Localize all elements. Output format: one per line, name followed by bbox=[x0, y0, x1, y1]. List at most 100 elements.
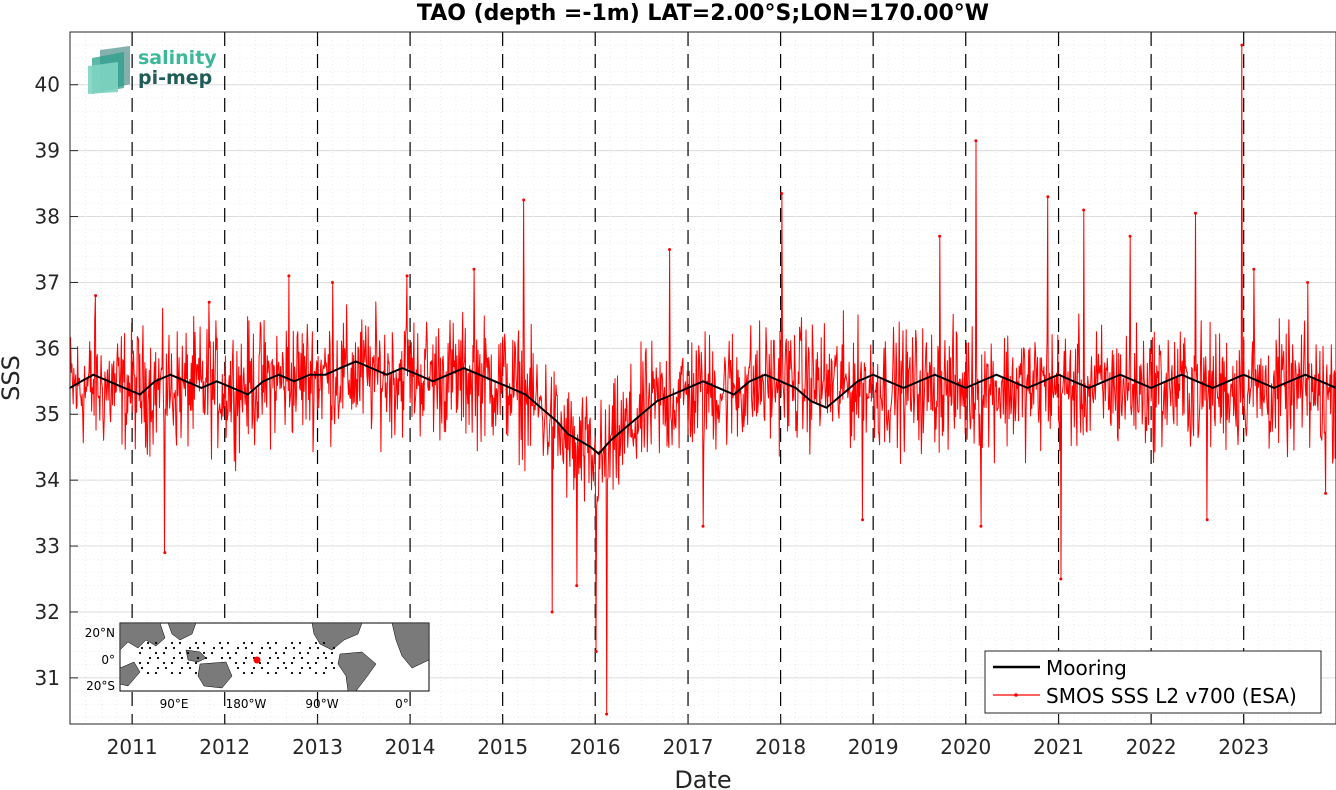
inset-mooring-dot bbox=[162, 661, 166, 665]
mooring-point bbox=[1242, 373, 1245, 376]
mooring-point bbox=[1288, 380, 1291, 383]
mooring-point bbox=[625, 426, 627, 429]
y-tick-label: 38 bbox=[35, 205, 60, 229]
inset-mooring-dot bbox=[164, 646, 168, 650]
inset-mooring-dot bbox=[276, 666, 280, 670]
inset-lon-label-180w: 180°W bbox=[226, 697, 267, 711]
mooring-point bbox=[964, 386, 967, 389]
inset-mooring-dot bbox=[308, 646, 312, 650]
mooring-point bbox=[810, 400, 812, 402]
smos-extreme-point bbox=[163, 551, 167, 555]
inset-mooring-dot bbox=[226, 641, 230, 645]
smos-extreme-point bbox=[1252, 267, 1256, 271]
y-tick-label: 33 bbox=[35, 534, 60, 558]
inset-mooring-dot bbox=[298, 641, 302, 645]
y-tick-label: 40 bbox=[35, 73, 60, 97]
inset-mooring-dot bbox=[268, 646, 272, 650]
mooring-point bbox=[748, 380, 751, 383]
mooring-point bbox=[1042, 380, 1044, 383]
inset-selected-mooring-marker bbox=[253, 656, 261, 664]
inset-mooring-dot bbox=[322, 651, 326, 655]
inset-mooring-dot bbox=[156, 666, 160, 670]
mooring-point bbox=[1057, 373, 1060, 376]
inset-mooring-dot bbox=[234, 661, 238, 665]
mooring-point bbox=[1180, 373, 1183, 376]
smos-extreme-point bbox=[1059, 577, 1063, 581]
inset-mooring-dot bbox=[202, 651, 206, 655]
mooring-point bbox=[733, 393, 735, 396]
inset-mooring-dot bbox=[194, 671, 198, 675]
mooring-point bbox=[184, 380, 187, 383]
mooring-point bbox=[540, 406, 542, 409]
x-tick-label: 2022 bbox=[1126, 735, 1177, 759]
mooring-point bbox=[447, 373, 450, 376]
y-tick-label: 31 bbox=[35, 666, 60, 690]
mooring-point bbox=[139, 393, 141, 396]
smos-extreme-point bbox=[701, 524, 705, 528]
y-tick-label: 39 bbox=[35, 139, 60, 163]
mooring-point bbox=[493, 380, 496, 383]
smos-extreme-point bbox=[974, 139, 978, 143]
mooring-point bbox=[1273, 386, 1276, 389]
inset-mooring-dot bbox=[308, 666, 312, 670]
inset-mooring-dot bbox=[146, 641, 150, 645]
inset-mooring-dot bbox=[196, 646, 200, 650]
inset-mooring-dot bbox=[242, 661, 246, 665]
inset-mooring-dot bbox=[236, 646, 240, 650]
mooring-point bbox=[293, 380, 296, 383]
mooring-point bbox=[1088, 386, 1090, 389]
inset-mooring-dot bbox=[220, 646, 224, 650]
x-tick-label: 2020 bbox=[940, 735, 991, 759]
mooring-point bbox=[324, 373, 327, 376]
inset-mooring-dot bbox=[300, 656, 304, 660]
inset-mooring-dot bbox=[140, 666, 144, 670]
smos-extreme-point bbox=[575, 584, 579, 588]
inset-lon-label-90e: 90°E bbox=[160, 697, 189, 711]
mooring-point bbox=[555, 419, 558, 422]
mooring-point bbox=[779, 380, 782, 383]
inset-mooring-dot bbox=[322, 641, 326, 645]
mooring-point bbox=[354, 360, 357, 363]
x-tick-label: 2011 bbox=[107, 735, 158, 759]
inset-mooring-dot bbox=[316, 646, 320, 650]
inset-mooring-dot bbox=[290, 671, 294, 675]
y-tick-label: 34 bbox=[35, 468, 60, 492]
inset-mooring-dot bbox=[170, 641, 174, 645]
y-axis-label: SSS bbox=[0, 355, 25, 401]
inset-mooring-dot bbox=[140, 646, 144, 650]
inset-mooring-dot bbox=[250, 641, 254, 645]
inset-lon-label-90w: 90°W bbox=[305, 697, 338, 711]
mooring-point bbox=[1103, 380, 1106, 383]
inset-mooring-dot bbox=[298, 671, 302, 675]
inset-mooring-dot bbox=[266, 641, 270, 645]
inset-mooring-dot bbox=[258, 651, 262, 655]
inset-mooring-dot bbox=[170, 671, 174, 675]
smos-extreme-point bbox=[1046, 195, 1050, 199]
inset-mooring-dot bbox=[138, 651, 142, 655]
mooring-point bbox=[656, 400, 658, 402]
mooring-point bbox=[169, 373, 172, 376]
inset-mooring-dot bbox=[186, 661, 190, 665]
mooring-point bbox=[401, 367, 404, 370]
inset-mooring-dot bbox=[244, 656, 248, 660]
inset-mooring-dot bbox=[172, 656, 176, 660]
mooring-point bbox=[609, 439, 612, 442]
mooring-point bbox=[370, 367, 373, 370]
smos-extreme-point bbox=[550, 610, 554, 614]
legend-label-mooring: Mooring bbox=[1046, 656, 1127, 680]
smos-extreme-point bbox=[1306, 280, 1310, 284]
mooring-point bbox=[123, 386, 126, 389]
x-tick-label: 2023 bbox=[1218, 735, 1269, 759]
mooring-point bbox=[872, 373, 875, 376]
inset-mooring-dot bbox=[244, 646, 248, 650]
smos-extreme-point bbox=[287, 274, 291, 278]
inset-land-south-america bbox=[337, 651, 377, 692]
inset-land-australia bbox=[197, 661, 233, 689]
inset-mooring-dot bbox=[212, 646, 216, 650]
inset-mooring-dot bbox=[250, 651, 254, 655]
x-tick-label: 2014 bbox=[385, 735, 436, 759]
x-tick-label: 2013 bbox=[292, 735, 343, 759]
y-tick-label: 37 bbox=[35, 270, 60, 294]
smos-extreme-point bbox=[605, 712, 609, 716]
x-tick-label: 2016 bbox=[570, 735, 621, 759]
